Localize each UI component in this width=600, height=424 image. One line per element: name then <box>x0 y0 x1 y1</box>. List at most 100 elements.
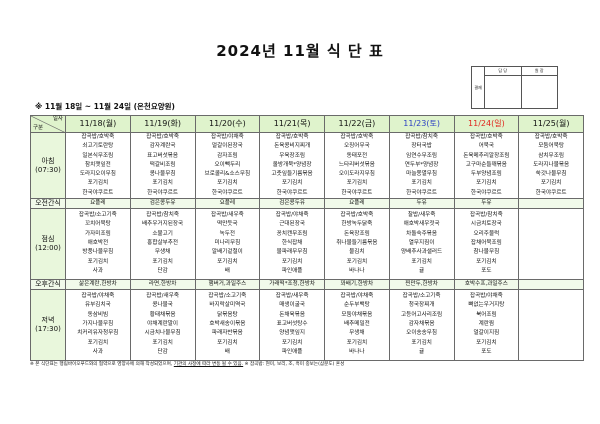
pm-snack-cell: 호박수프,과일주스 <box>453 278 520 290</box>
breakfast-cell: 잡곡밥/호박죽 어묵국 돈육메추리알장조림 고구마순들깨볶음 두부양념조림 포기김치 한국야… <box>453 131 520 200</box>
menu-item: 시금치나물무침 <box>144 330 181 337</box>
menu-item: 배추우거지된장국 <box>142 221 184 228</box>
am-snack-cell: 두유 <box>453 198 520 209</box>
menu-item: 우육장조림 <box>279 152 305 159</box>
menu-item: 포기김치 <box>411 339 432 346</box>
menu-item: 도라지나물볶음 <box>533 161 570 168</box>
menu-item: 한국야쿠르트 <box>535 189 567 196</box>
menu-item: 포기김치 <box>152 258 173 265</box>
header-row: 일자 구분 11/18(월) 11/19(화) 11/20(수) 11/21(목) 11… <box>30 115 584 133</box>
dinner-cell: 잡곡밥/새우죽 콩나물국 황태채볶음 야채계란말이 시금치나물무침 포기김치 단감 <box>129 288 196 361</box>
breakfast-cell: 잡곡밥/야채죽 얼갈이된장국 감자조림 오이빽두리 브로콜리&소스무침 포기김치 한국야쿠르… <box>194 131 261 200</box>
menu-item: 포기김치 <box>346 258 368 265</box>
menu-item: 포기김치 <box>476 339 497 346</box>
pm-snack-row: 오후간식 삶은계란,한방차 라면,한방차 햄버거,과일주스 가래떡*조청,한방차 꽈배기… <box>30 278 584 290</box>
pm-snack-cell: 가래떡*조청,한방차 <box>259 278 325 290</box>
lunch-cell: 잡곡밥/호박죽 한방녹두닭죽 돈육장조림 취나물들기름볶음 물김치 포기김치 바나나 <box>324 207 390 280</box>
breakfast-label-text: 아침 <box>41 156 55 165</box>
menu-item: 잡곡밥/야채죽 <box>210 134 244 140</box>
menu-item: 참나물무침 <box>473 249 500 256</box>
date-header: 11/21(목) <box>259 115 325 133</box>
menu-item: 귤 <box>419 348 425 355</box>
pm-snack-cell: 꽈배기,한방차 <box>324 278 390 290</box>
menu-item: 오이도라지무침 <box>338 171 375 178</box>
menu-item: 잡곡밥/새우죽 <box>210 212 244 219</box>
diagonal-line <box>31 116 66 133</box>
menu-item: 포기김치 <box>540 180 562 187</box>
menu-item: 마늘쫑멸무침 <box>406 171 438 178</box>
approval-label: 결재 <box>471 66 485 109</box>
am-snack-cell: 요플레 <box>194 198 261 209</box>
menu-item: 오리주물럭 <box>473 230 500 237</box>
menu-item: 파인애플 <box>281 267 303 274</box>
menu-item: 애호박전 <box>87 239 109 246</box>
menu-item: 포기김치 <box>87 258 109 265</box>
menu-item: 꼬치어묵탕 <box>85 221 111 228</box>
lunch-label-text: 점심 <box>41 234 55 243</box>
menu-item: 사과 <box>92 348 104 355</box>
menu-item: 무생채 <box>154 249 171 256</box>
menu-item: 돈육메추리알장조림 <box>463 152 510 159</box>
pm-snack-cell <box>518 278 584 290</box>
menu-item: 고등어고사리조림 <box>401 311 443 318</box>
menu-item: 잡곡밥/호박죽 <box>275 134 309 140</box>
date-header: 11/23(토) <box>388 115 455 133</box>
breakfast-cell: 잡곡밥/호박죽 오징어무국 동태포전 느타리버섯볶음 오이도라지무침 포기김치 한국야쿠르트 <box>324 131 390 200</box>
menu-item: 물파래무무침 <box>276 249 308 256</box>
breakfast-cell: 잡곡밥/호박죽 모둠어묵탕 삼치무조림 도라지나물볶음 쑥갓나물무침 포기김치 한국야쿠르트 <box>518 131 584 200</box>
menu-item: 소불고기 <box>152 230 173 237</box>
date-header: 11/20(수) <box>194 115 261 133</box>
am-snack-label: 오전간식 <box>30 198 66 209</box>
menu-item: 미나리무침 <box>214 239 241 246</box>
menu-item: 돈채육볶음 <box>279 311 305 318</box>
date-header: 11/22(금) <box>324 115 390 133</box>
menu-item: 포기김치 <box>217 339 238 346</box>
menu-item: 얼갈이된장국 <box>211 143 243 150</box>
approval-column-staff: 담 당 <box>484 66 522 76</box>
am-snack-cell: 두유 <box>388 198 455 209</box>
menu-item: 떡만둣국 <box>217 221 238 228</box>
dinner-cell: 잡곡밥/야채죽 뼈없는우거지탕 북어조림 계란찜 얼갈이지짐 포기김치 포도 <box>453 288 520 361</box>
menu-item: 취나물들기름볶음 <box>336 239 378 246</box>
footer-note: ※ 본 식단표는 행림바이오푸드와의 협약으로 영양사에 의해 작성되었으며, … <box>30 361 344 367</box>
menu-item: 포기김치 <box>476 258 497 265</box>
menu-item: 잡곡밥/호박죽 <box>81 134 115 140</box>
menu-item: 동태포전 <box>346 152 368 159</box>
menu-item: 잡곡밥/야채죽 <box>469 293 503 300</box>
menu-item: 고춧잎들기름볶음 <box>271 171 313 178</box>
menu-item: 포기김치 <box>87 180 109 187</box>
breakfast-cell: 잡곡밥/호박죽 돈육콩비지찌개 우육장조림 올방개묵*양념장 고춧잎들기름볶음 포기김치 한… <box>259 131 325 200</box>
menu-item: 청국장찌개 <box>408 302 435 309</box>
menu-item: 한국야쿠르트 <box>341 189 373 196</box>
lunch-cell: 잡곡밥/소고기죽 꼬치어묵탕 가자미조림 애호박전 방풍나물무침 포기김치 사과 <box>65 207 131 280</box>
lunch-cell: 찰밥/새우죽 애호박새우젓국 차돌숙주볶음 열무지짐이 양배추사과샐러드 포기김치 귤 <box>388 207 455 280</box>
menu-item: 잡곡밥/소고기죽 <box>208 293 247 300</box>
menu-item: 오이빽두리 <box>214 161 241 168</box>
menu-item: 단감 <box>157 267 168 274</box>
menu-item: 북어조림 <box>476 311 497 318</box>
menu-item: 방풍나물무침 <box>82 249 114 256</box>
menu-item: 계란찜 <box>478 320 495 327</box>
menu-item: 잡곡밥/참치죽 <box>469 212 503 219</box>
breakfast-time: (07:30) <box>35 165 61 174</box>
menu-item: 매생이굴국 <box>279 302 305 309</box>
menu-item: 유부김치국 <box>85 302 111 309</box>
menu-item: 배 <box>224 348 230 355</box>
menu-item: 호박새송이볶음 <box>209 320 246 327</box>
menu-item: 알배기겉절이 <box>211 249 243 256</box>
date-header: 11/18(월) <box>65 115 131 133</box>
menu-item: 한국야쿠르트 <box>470 189 502 196</box>
menu-item: 한국야쿠르트 <box>276 189 308 196</box>
menu-item: 잡곡밥/호박죽 <box>146 134 179 140</box>
pm-snack-cell: 찐만두,한방차 <box>388 278 455 290</box>
menu-item: 쇠고기토란탕 <box>82 143 114 150</box>
corner-date-label: 일자 <box>52 116 63 122</box>
menu-item: 포기김치 <box>87 339 109 346</box>
dinner-cell: 잡곡밥/야채죽 순두부백탕 모둠야채볶음 배추메밀전 무생채 포기김치 바나나 <box>324 288 390 361</box>
menu-item: 근대된장국 <box>279 221 305 228</box>
dinner-time: (17:30) <box>35 324 61 333</box>
dinner-cell: 잡곡밥/야채죽 유부김치국 동삼비빔 가지나물무침 치커리유자청무침 포기김치 사과 <box>65 288 131 361</box>
menu-item: 뼈없는우거지탕 <box>468 302 505 309</box>
menu-item: 포기김치 <box>281 180 303 187</box>
menu-item: 잡곡밥/호박죽 <box>340 134 374 140</box>
